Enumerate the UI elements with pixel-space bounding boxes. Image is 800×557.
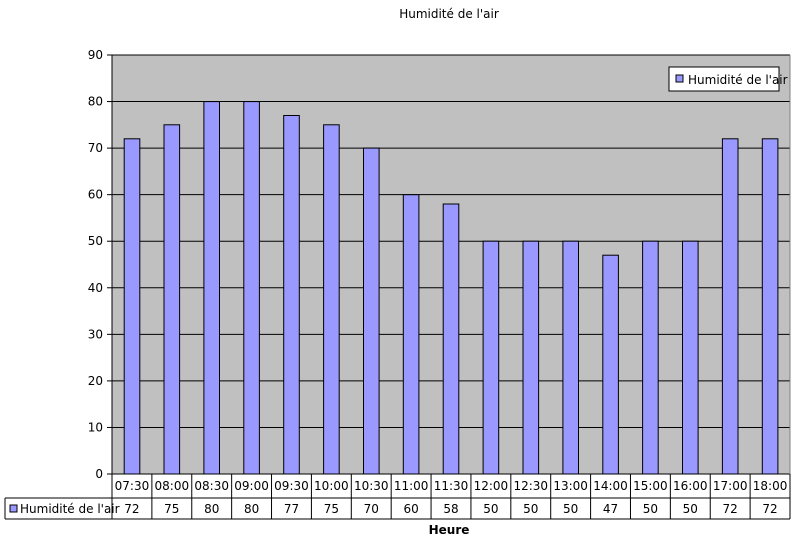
data-table-value: 70 (364, 502, 379, 516)
x-tick-label: 08:30 (194, 479, 229, 493)
bar (363, 147, 380, 475)
legend: Humidité de l'air (668, 66, 788, 92)
data-table-value: 50 (523, 502, 538, 516)
x-tick-label: 12:00 (474, 479, 509, 493)
y-tick-label: 50 (88, 234, 103, 248)
y-tick-label: 10 (88, 420, 103, 434)
x-tick-label: 16:00 (673, 479, 708, 493)
x-tick-label: 10:30 (354, 479, 389, 493)
data-table-value: 80 (244, 502, 259, 516)
x-tick-label: 18:00 (753, 479, 788, 493)
bar (123, 138, 141, 475)
data-table-value: 72 (723, 502, 738, 516)
y-tick-label: 70 (88, 141, 103, 155)
data-table-value: 72 (124, 502, 139, 516)
y-tick-label: 60 (88, 188, 103, 202)
bar (522, 240, 540, 475)
bar (602, 254, 619, 475)
bar (402, 194, 420, 475)
data-table-value: 47 (603, 502, 618, 516)
plot-area: 0 10 20 30 40 50 60 70 80 90 (88, 48, 791, 481)
x-tick-label: 15:00 (633, 479, 668, 493)
bar (562, 240, 580, 475)
data-table-value: 50 (563, 502, 578, 516)
x-tick-label: 14:00 (593, 479, 628, 493)
data-table-value: 50 (643, 502, 658, 516)
y-tick-label: 80 (88, 95, 103, 109)
data-table-value: 58 (443, 502, 458, 516)
x-tick-label: 12:30 (513, 479, 548, 493)
legend-swatch (675, 74, 684, 83)
bar (203, 101, 220, 475)
x-tick-label: 10:00 (314, 479, 349, 493)
data-table-value: 50 (683, 502, 698, 516)
bar (442, 203, 460, 475)
x-tick-label: 11:00 (394, 479, 429, 493)
y-tick-label: 0 (95, 467, 103, 481)
legend-box (668, 66, 780, 92)
bar (682, 240, 699, 475)
data-table-value: 75 (324, 502, 339, 516)
y-tick-label: 30 (88, 327, 103, 341)
data-table-swatch (9, 504, 18, 513)
bar (721, 138, 739, 475)
bar (642, 240, 659, 475)
y-tick-label: 40 (88, 281, 103, 295)
bar (482, 240, 500, 475)
chart-title: Humidité de l'air (399, 7, 499, 21)
bar (323, 124, 340, 475)
x-tick-label: 09:00 (234, 479, 269, 493)
x-tick-label: 13:00 (553, 479, 588, 493)
x-tick-label: 11:30 (434, 479, 469, 493)
data-table-value: 77 (284, 502, 299, 516)
data-table-series-label: Humidité de l'air (20, 502, 120, 516)
data-table-value: 50 (483, 502, 498, 516)
x-axis-title: Heure (429, 523, 470, 537)
bar (283, 115, 300, 475)
data-table-value: 80 (204, 502, 219, 516)
legend-label: Humidité de l'air (688, 73, 788, 87)
x-tick-label: 08:00 (155, 479, 190, 493)
bar (163, 124, 181, 475)
y-tick-label: 20 (88, 374, 103, 388)
data-table-value: 75 (164, 502, 179, 516)
data-table-value: 60 (403, 502, 418, 516)
x-tick-label: 09:30 (274, 479, 309, 493)
y-tick-label: 90 (88, 48, 103, 62)
x-tick-label: 17:00 (713, 479, 748, 493)
bar (761, 138, 779, 475)
data-table: 07:30 08:00 08:30 09:00 09:30 10:00 10:30 11:00… (4, 474, 791, 520)
data-table-value: 72 (762, 502, 777, 516)
bar (243, 101, 260, 475)
x-tick-label: 07:30 (115, 479, 150, 493)
